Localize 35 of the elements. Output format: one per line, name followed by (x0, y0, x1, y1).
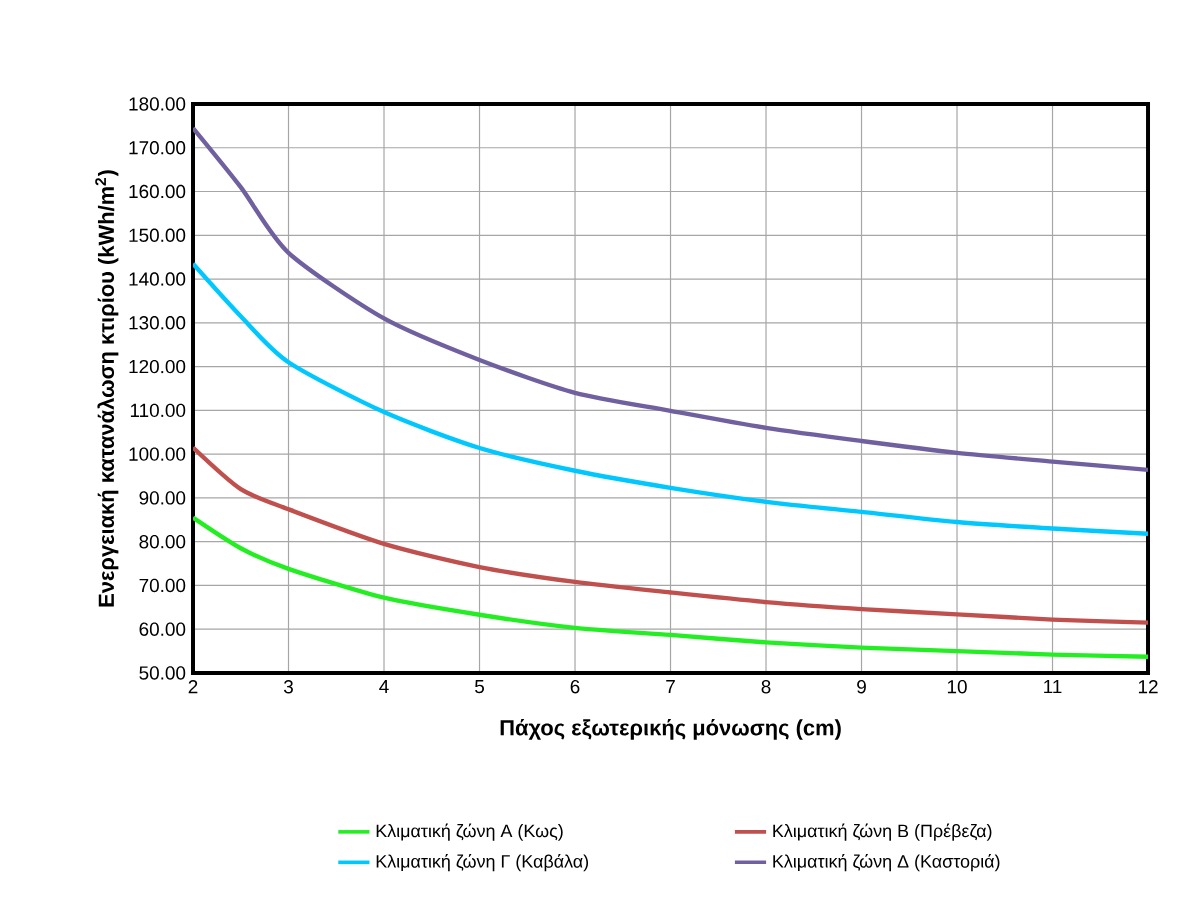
line-series (193, 125, 1149, 473)
x-tick-label: 4 (379, 680, 389, 694)
x-tick-label: 11 (1044, 680, 1062, 694)
y-tick-label: 120.00 (129, 359, 186, 374)
y-axis-title: Ενεργειακή κατανάλωση κτιρίου (kWh/m$^{2}$) (95, 170, 119, 607)
x-tick-label: 5 (475, 680, 484, 694)
x-tick-label: 10 (947, 680, 967, 694)
y-tick-label: 130.00 (129, 316, 186, 330)
y-tick-label: 180.00 (129, 97, 186, 111)
legend-label: Κλιματική ζώνη Α (Κως) (376, 823, 563, 841)
x-tick-label: 9 (857, 680, 866, 694)
x-tick-label: 6 (570, 680, 580, 694)
y-tick-label: 50.00 (139, 666, 186, 680)
line-series (193, 515, 1149, 659)
y-tick-label: 90.00 (139, 491, 186, 505)
y-tick-label: 100.00 (129, 447, 186, 461)
legend-label: Κλιματική ζώνη Β (Πρέβεζα) (773, 823, 992, 841)
line-series (193, 445, 1149, 625)
y-tick-label: 70.00 (139, 578, 186, 593)
line-series (193, 261, 1149, 536)
legend-label: Κλιματική ζώνη Δ (Καστοριά) (773, 854, 1000, 872)
x-tick-label: 7 (666, 680, 675, 694)
y-tick-label: 140.00 (129, 272, 186, 286)
y-tick-label: 60.00 (139, 622, 186, 636)
x-tick-label: 3 (283, 680, 293, 694)
y-tick-label: 170.00 (129, 141, 186, 155)
y-tick-label: 80.00 (139, 534, 186, 549)
y-tick-label: 160.00 (129, 184, 186, 199)
x-tick-label: 2 (188, 680, 198, 694)
x-axis-title: Πάχος εξωτερικής μόνωσης (cm) (500, 719, 841, 740)
y-tick-label: 110.00 (130, 403, 186, 418)
x-tick-label: 8 (761, 680, 771, 694)
legend-label: Κλιματική ζώνη Γ (Καβάλα) (376, 854, 589, 872)
x-tick-label: 12 (1138, 680, 1158, 694)
y-tick-label: 150.00 (129, 228, 186, 242)
